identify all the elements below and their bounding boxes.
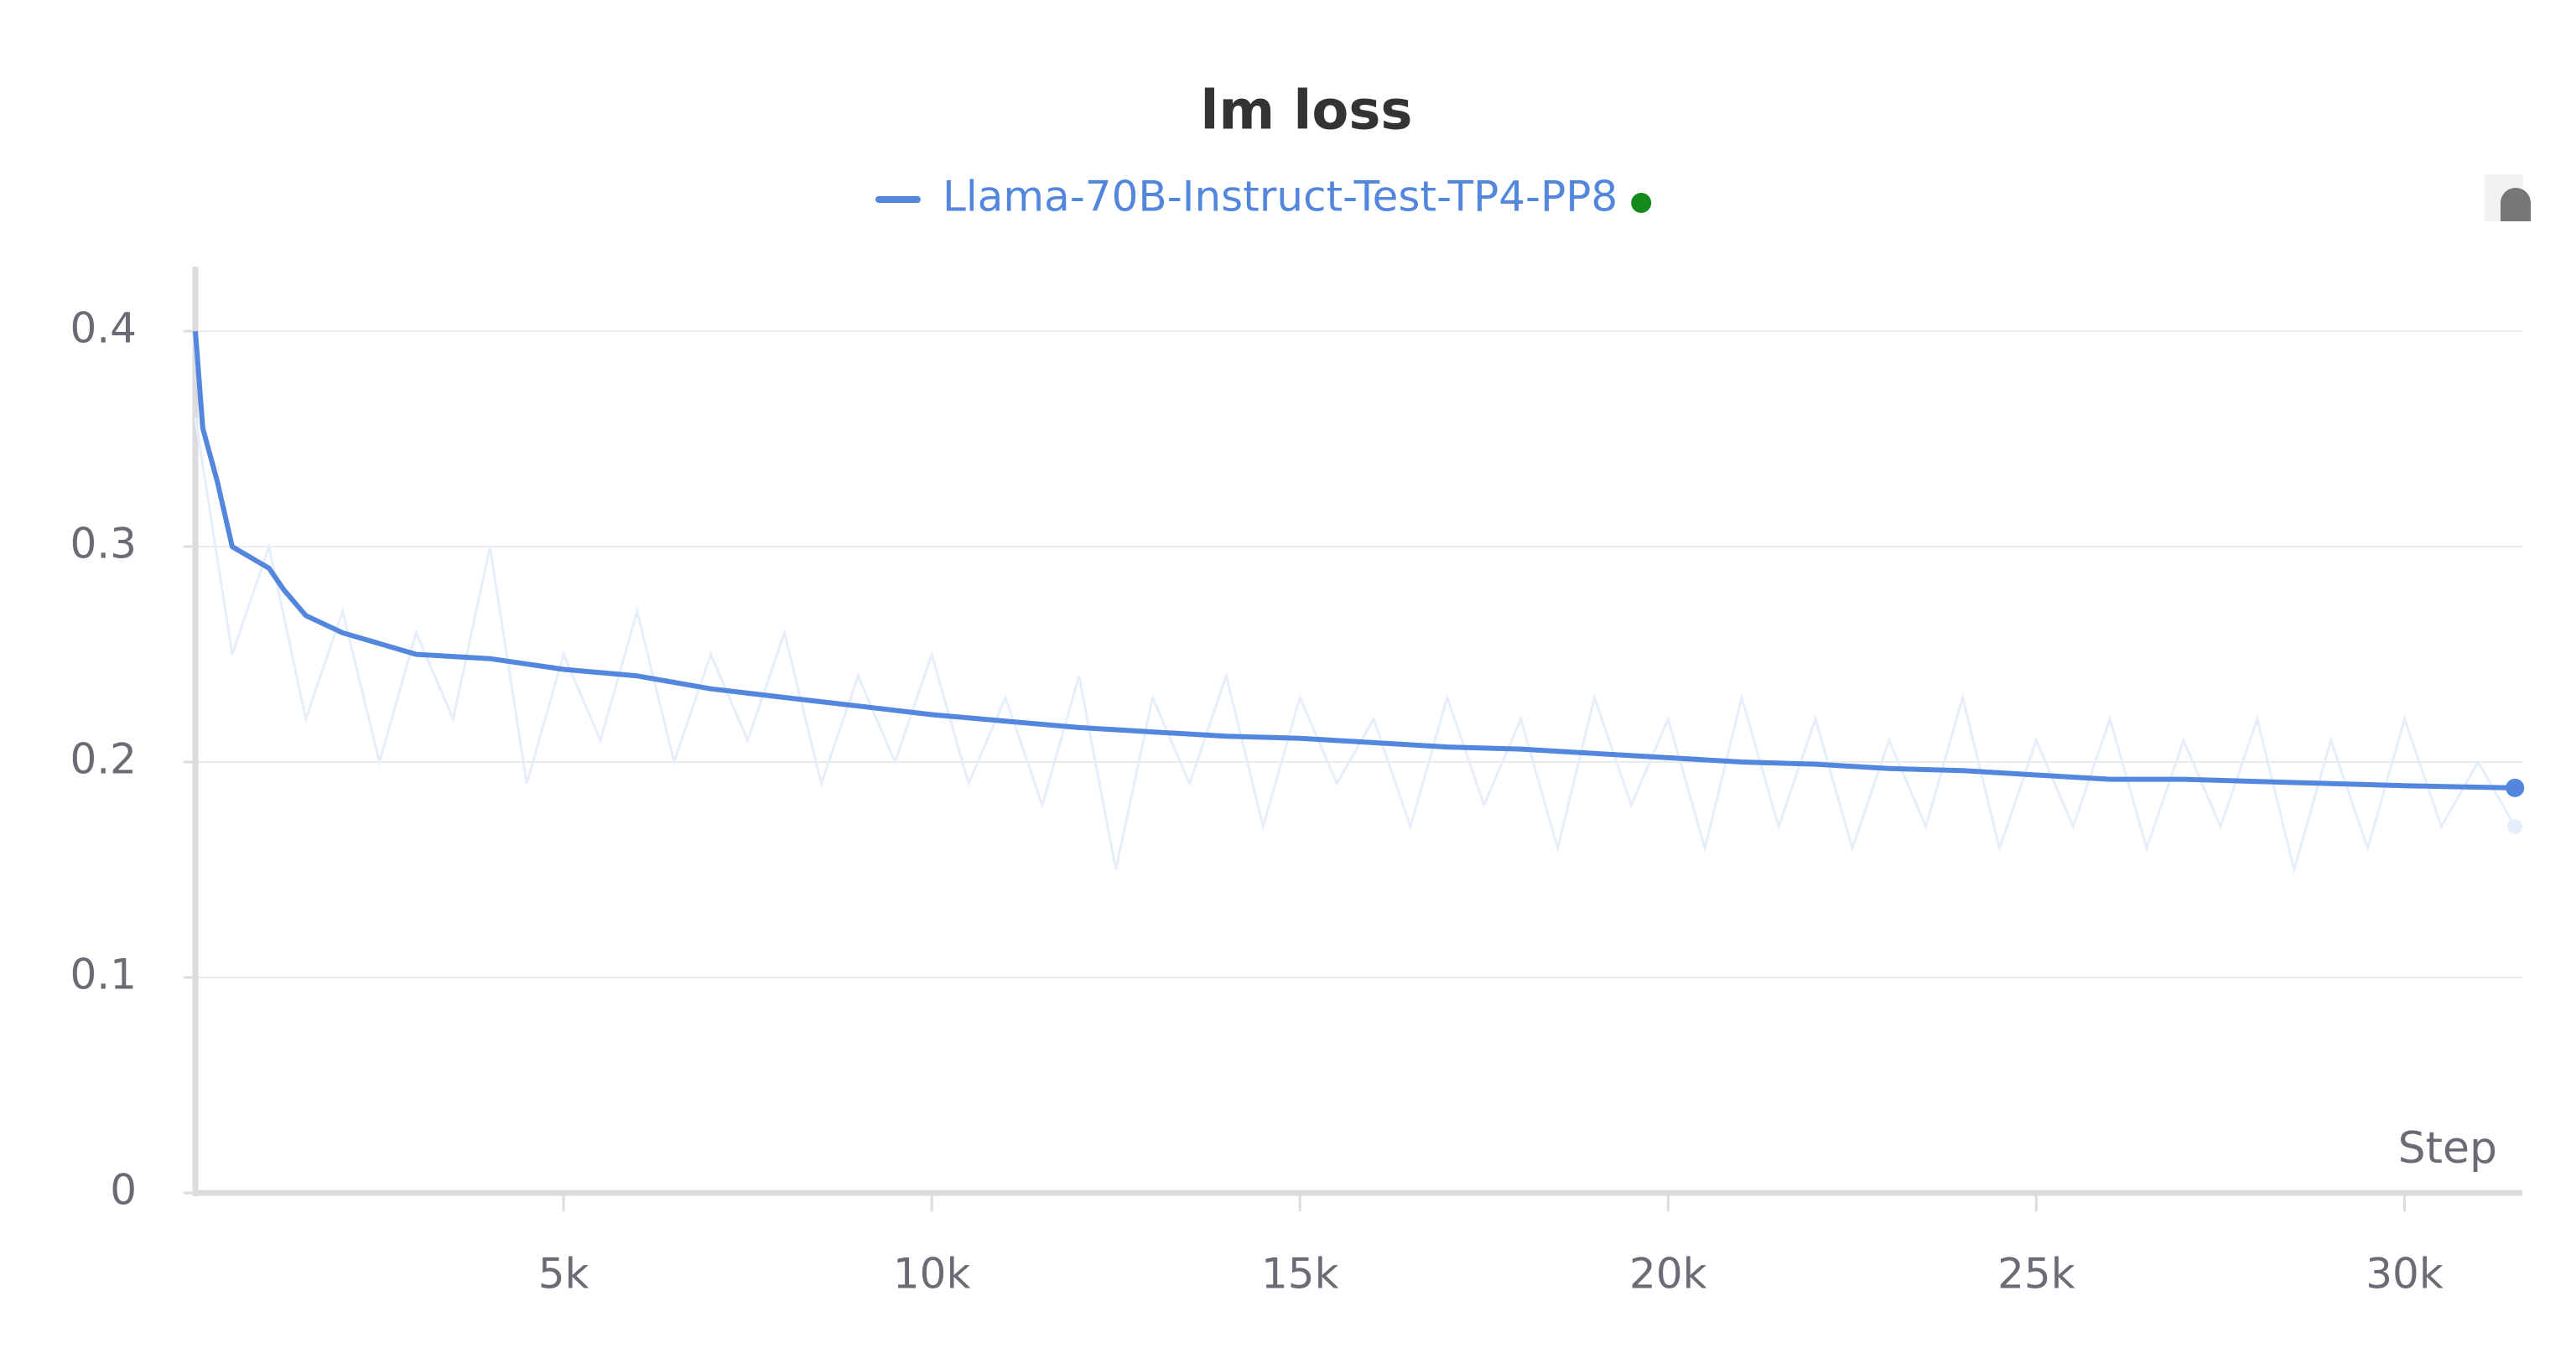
y-tick-label: 0 (110, 1166, 137, 1215)
x-tick-label: 10k (893, 1250, 971, 1299)
x-tick-label: 30k (2366, 1250, 2444, 1299)
legend-item: Llama-70B-Instruct-Test-TP4-PP8 (875, 173, 1652, 221)
raw-line (194, 417, 2516, 875)
series-end-point (2506, 778, 2525, 797)
y-tick-label: 0.1 (70, 951, 137, 999)
x-axis-label: Step (2398, 1123, 2497, 1174)
status-dot (1631, 193, 1652, 213)
y-tick-label: 0.4 (70, 304, 137, 353)
x-tick-label: 15k (1261, 1250, 1339, 1299)
x-tick-label: 20k (1629, 1250, 1707, 1299)
y-tick-label: 0.2 (70, 735, 137, 784)
raw-end-point (2507, 819, 2523, 835)
panel-icon (2485, 174, 2531, 221)
legend-label: Llama-70B-Instruct-Test-TP4-PP8 (943, 173, 1618, 221)
x-tick-label: 25k (1997, 1250, 2075, 1299)
series-line (193, 330, 2516, 791)
chart-title: lm loss (1201, 80, 1413, 143)
y-tick-label: 0.3 (70, 520, 137, 568)
x-tick-label: 5k (538, 1250, 589, 1299)
